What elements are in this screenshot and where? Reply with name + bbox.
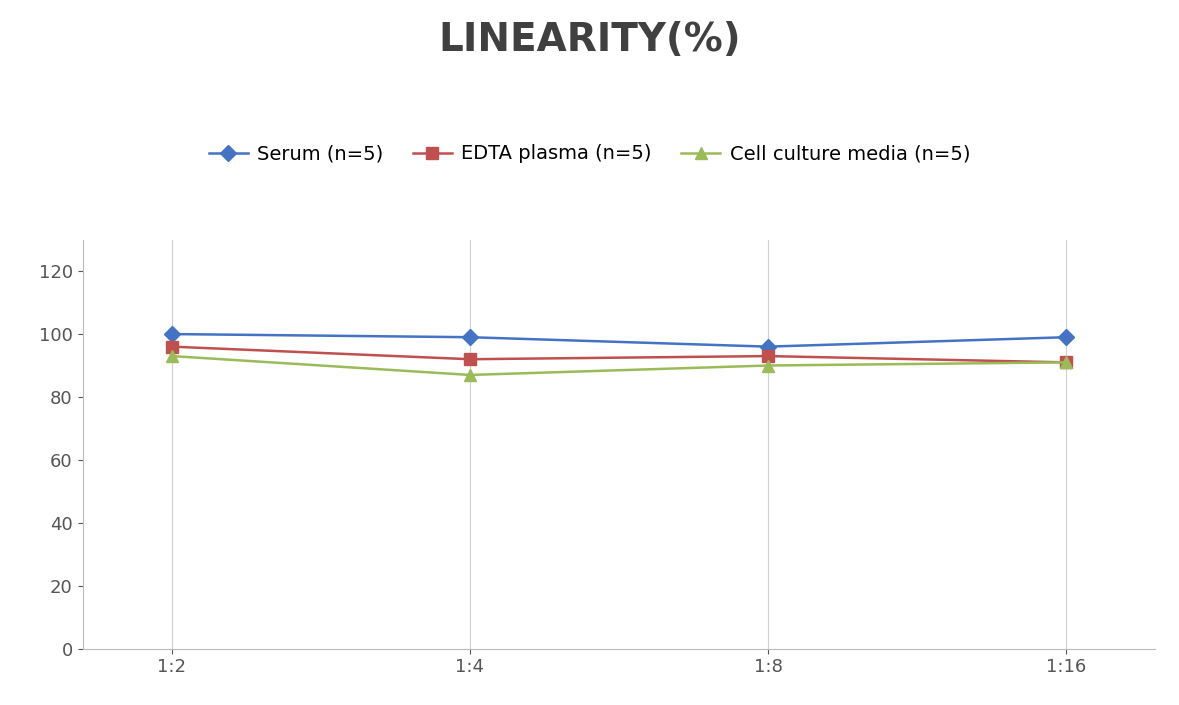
EDTA plasma (n=5) [463, 355, 477, 364]
Serum (n=5) [463, 333, 477, 341]
Legend: Serum (n=5), EDTA plasma (n=5), Cell culture media (n=5): Serum (n=5), EDTA plasma (n=5), Cell cul… [200, 137, 979, 171]
Serum (n=5) [1059, 333, 1073, 341]
Cell culture media (n=5) [463, 371, 477, 379]
Serum (n=5) [165, 330, 179, 338]
Cell culture media (n=5) [165, 352, 179, 360]
Line: Cell culture media (n=5): Cell culture media (n=5) [166, 350, 1072, 381]
Line: Serum (n=5): Serum (n=5) [166, 329, 1072, 352]
Line: EDTA plasma (n=5): EDTA plasma (n=5) [166, 341, 1072, 368]
EDTA plasma (n=5) [1059, 358, 1073, 367]
Text: LINEARITY(%): LINEARITY(%) [439, 21, 740, 59]
Cell culture media (n=5) [760, 361, 775, 369]
EDTA plasma (n=5) [760, 352, 775, 360]
EDTA plasma (n=5) [165, 343, 179, 351]
Serum (n=5) [760, 343, 775, 351]
Cell culture media (n=5) [1059, 358, 1073, 367]
